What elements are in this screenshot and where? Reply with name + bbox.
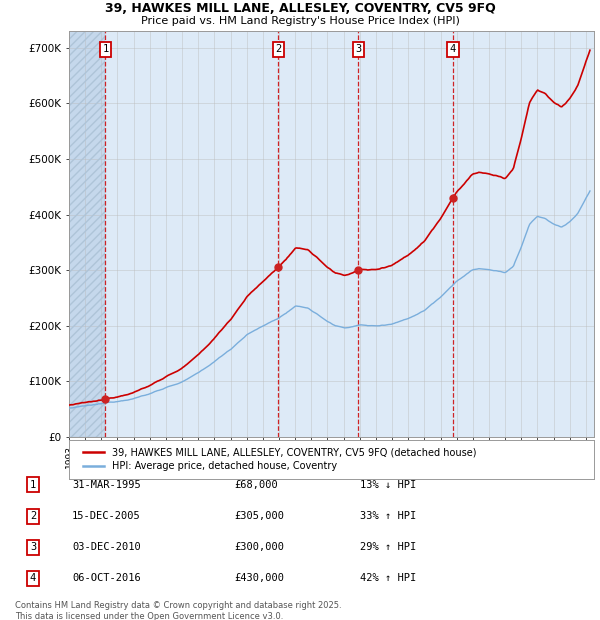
Text: 1: 1: [102, 44, 109, 55]
Text: £68,000: £68,000: [234, 480, 278, 490]
Text: 31-MAR-1995: 31-MAR-1995: [72, 480, 141, 490]
Text: 03-DEC-2010: 03-DEC-2010: [72, 542, 141, 552]
Bar: [69, 31, 106, 437]
Text: Contains HM Land Registry data © Crown copyright and database right 2025.
This d: Contains HM Land Registry data © Crown c…: [15, 601, 341, 620]
Text: 1: 1: [30, 480, 36, 490]
Text: Price paid vs. HM Land Registry's House Price Index (HPI): Price paid vs. HM Land Registry's House …: [140, 16, 460, 26]
Text: £430,000: £430,000: [234, 574, 284, 583]
Text: 29% ↑ HPI: 29% ↑ HPI: [360, 542, 416, 552]
Text: 39, HAWKES MILL LANE, ALLESLEY, COVENTRY, CV5 9FQ: 39, HAWKES MILL LANE, ALLESLEY, COVENTRY…: [104, 2, 496, 15]
Text: 3: 3: [355, 44, 362, 55]
Text: 3: 3: [30, 542, 36, 552]
Text: £300,000: £300,000: [234, 542, 284, 552]
Legend: 39, HAWKES MILL LANE, ALLESLEY, COVENTRY, CV5 9FQ (detached house), HPI: Average: 39, HAWKES MILL LANE, ALLESLEY, COVENTRY…: [79, 443, 481, 476]
Text: 4: 4: [450, 44, 456, 55]
Text: 42% ↑ HPI: 42% ↑ HPI: [360, 574, 416, 583]
Text: 13% ↓ HPI: 13% ↓ HPI: [360, 480, 416, 490]
Text: 2: 2: [275, 44, 281, 55]
Text: 15-DEC-2005: 15-DEC-2005: [72, 512, 141, 521]
Text: 06-OCT-2016: 06-OCT-2016: [72, 574, 141, 583]
Text: £305,000: £305,000: [234, 512, 284, 521]
Text: 4: 4: [30, 574, 36, 583]
Text: 2: 2: [30, 512, 36, 521]
Bar: [69, 31, 106, 437]
Text: 33% ↑ HPI: 33% ↑ HPI: [360, 512, 416, 521]
